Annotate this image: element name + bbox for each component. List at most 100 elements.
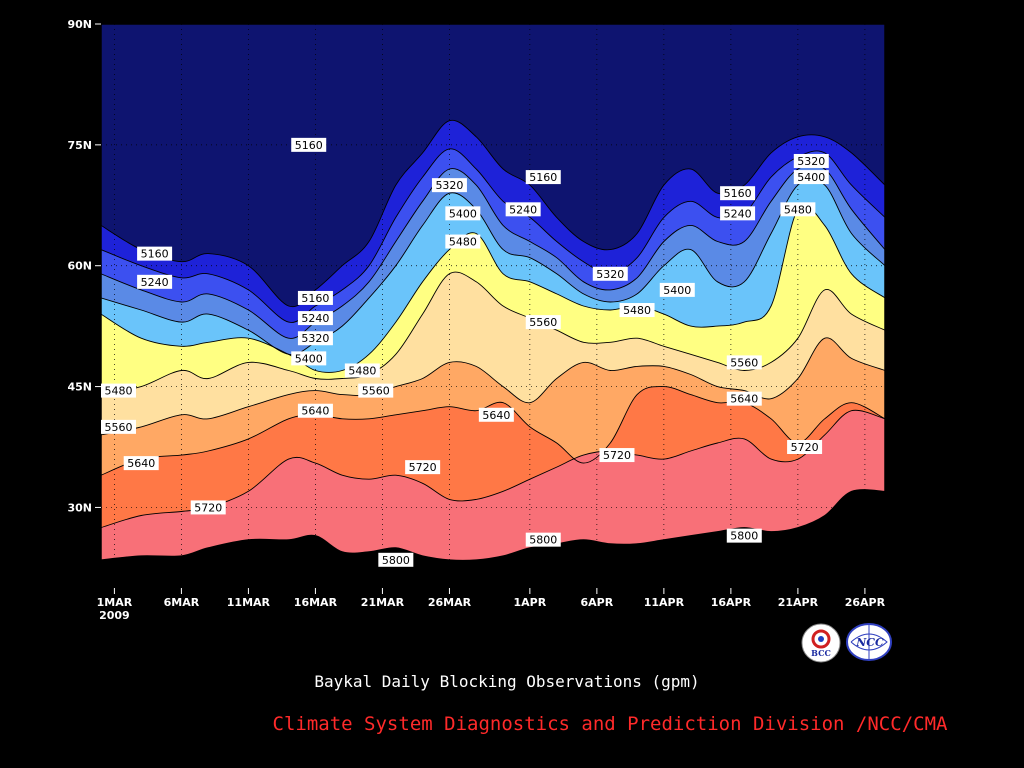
contour-label-text: 5160 [141,248,169,261]
contour-label-text: 5240 [724,207,752,220]
isoline-5800 [101,409,885,529]
contour-label-text: 5560 [105,421,133,434]
contour-label-text: 5800 [730,530,758,543]
contour-label-text: 5400 [449,207,477,220]
contour-label-text: 5560 [529,316,557,329]
contour-fills [101,24,885,588]
y-tick-label: 90N [67,18,92,31]
contour-label: 5560 [358,383,394,398]
contour-label-text: 5160 [529,171,557,184]
contour-label: 5400 [445,206,481,221]
contour-label: 5160 [297,290,333,305]
contour-label-text: 5800 [529,534,557,547]
contour-label: 5400 [659,282,695,297]
y-tick-label: 60N [67,260,92,273]
x-tick-label: 26MAR [428,596,472,609]
x-tick-year: 2009 [99,609,130,622]
contour-label: 5640 [726,391,762,406]
y-tick-label: 45N [67,381,92,394]
contour-label: 5560 [726,355,762,370]
contour-label-text: 5640 [301,405,329,418]
contour-label: 5160 [720,186,756,201]
contour-label-text: 5320 [797,155,825,168]
contour-label: 5320 [592,266,628,281]
contour-label: 5240 [137,274,173,289]
isoline-5160 [101,119,885,308]
contour-label: 5800 [525,532,561,547]
contour-label-text: 5480 [623,304,651,317]
isoline-5320 [101,164,885,339]
contour-label-text: 5480 [105,385,133,398]
contour-label: 5720 [787,440,823,454]
x-tick-label: 11MAR [227,596,271,609]
x-tick-label: 26APR [845,596,886,609]
contour-label: 5160 [137,246,173,261]
contour-label: 5400 [793,170,829,185]
contour-label-text: 5720 [603,449,631,462]
x-tick-label: 21MAR [361,596,405,609]
contour-label-text: 5560 [362,385,390,398]
contour-label: 5400 [291,351,327,366]
contour-label-text: 5160 [295,139,323,152]
contour-label-text: 5320 [596,268,624,281]
y-tick-label: 75N [67,139,92,152]
contour-label: 5560 [101,419,136,434]
contour-label: 5160 [291,137,327,152]
contour-label: 5720 [190,500,226,515]
isoline-5720 [101,386,885,476]
contour-label: 5320 [431,178,467,193]
contour-label: 5480 [101,383,136,398]
contour-label-text: 5320 [435,179,463,192]
contour-label-text: 5400 [663,284,691,297]
x-tick-label: 11APR [644,596,685,609]
contour-label-text: 5720 [791,441,819,454]
fill-band-5880 [101,489,885,588]
svg-text:BCC: BCC [811,648,831,658]
x-tick-label: 1APR [514,596,547,609]
isoline-5480 [101,204,885,373]
contour-label: 5240 [297,311,333,326]
contour-label: 5240 [720,206,756,221]
x-tick-label: 16APR [711,596,752,609]
contour-label-text: 5240 [141,276,169,289]
contour-label: 5160 [525,170,561,185]
contour-label-text: 5480 [784,203,812,216]
bcc-logo: BCC [801,623,841,663]
contour-label: 5640 [478,407,514,422]
contour-label: 5800 [726,528,762,543]
contour-label-text: 5320 [301,332,329,345]
x-tick-label: 16MAR [294,596,338,609]
contour-label-text: 5720 [409,461,437,474]
isoline-5400 [101,178,885,356]
contour-label-text: 5160 [724,187,752,200]
contour-label-text: 5640 [127,457,155,470]
contour-label: 5480 [445,234,481,249]
contour-label-text: 5400 [295,352,323,365]
contour-label: 5720 [405,460,441,475]
plot-frame [100,23,886,589]
contour-label-text: 5480 [449,236,477,249]
contour-label: 5480 [780,202,816,217]
contour-label: 5320 [297,331,333,346]
contour-label-text: 5640 [730,393,758,406]
x-tick-label: 1MAR [97,596,133,609]
contour-label: 5800 [378,552,414,567]
x-tick-label: 6MAR [164,596,200,609]
y-tick-label: 30N [67,501,92,514]
contour-label-text: 5240 [301,312,329,325]
contour-label: 5480 [344,363,380,378]
x-tick-label: 21APR [778,596,819,609]
contour-label-text: 5800 [382,554,410,567]
contour-label-text: 5400 [797,171,825,184]
contour-label-text: 5240 [509,203,537,216]
credit-line: Climate System Diagnostics and Predictio… [272,713,948,735]
svg-text:NCC: NCC [855,636,884,649]
contour-label-text: 5480 [348,364,376,377]
chart-title: Baykal Daily Blocking Observations (gpm) [314,672,700,691]
ncc-logo: NCC [846,623,892,661]
contour-label: 5720 [599,448,635,463]
contour-label-text: 5640 [482,409,510,422]
contour-label: 5640 [123,456,159,471]
contour-label-text: 5560 [730,356,758,369]
